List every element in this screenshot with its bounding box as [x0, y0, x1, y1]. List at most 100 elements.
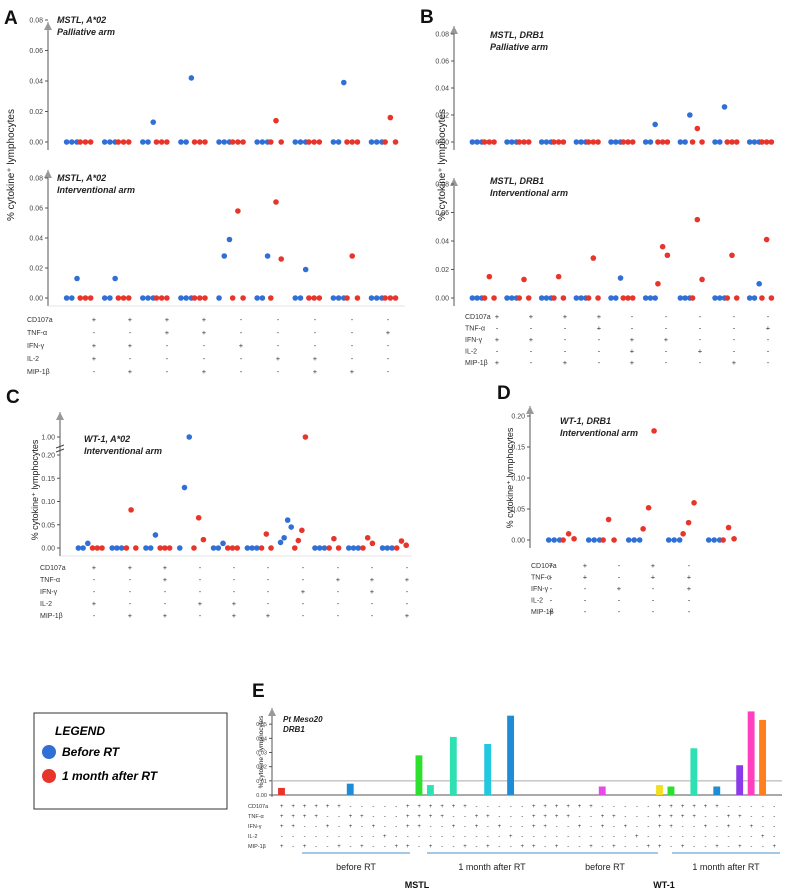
- marker-row-label: MIP-1β: [40, 613, 63, 620]
- dot-before-rt: [368, 295, 375, 301]
- marker-sign: -: [464, 834, 466, 840]
- marker-sign: -: [395, 814, 397, 820]
- dot-before-rt: [176, 545, 183, 551]
- marker-sign: +: [532, 804, 536, 810]
- dot-after-rt: [94, 545, 101, 551]
- marker-sign: -: [361, 834, 363, 840]
- y-axis-arrow: [44, 170, 52, 178]
- bar: [656, 785, 663, 795]
- marker-sign: +: [165, 328, 170, 337]
- marker-sign: -: [327, 814, 329, 820]
- dot-after-rt: [491, 295, 497, 301]
- marker-sign: -: [564, 347, 567, 356]
- marker-sign: -: [773, 814, 775, 820]
- marker-sign: -: [636, 844, 638, 850]
- dot-after-rt: [331, 535, 337, 542]
- marker-sign: +: [658, 814, 662, 820]
- dot-before-rt: [578, 295, 584, 301]
- dot-before-rt: [538, 139, 545, 145]
- dot-before-rt: [608, 295, 614, 301]
- dot-after-rt: [600, 537, 606, 543]
- marker-sign: +: [555, 844, 559, 850]
- marker-row-label: IL-2: [531, 598, 543, 605]
- dot-before-rt: [249, 545, 255, 551]
- marker-sign: -: [624, 834, 626, 840]
- marker-sign: -: [767, 347, 770, 356]
- marker-sign: -: [487, 824, 489, 830]
- bar: [415, 755, 423, 795]
- marker-sign: +: [303, 804, 307, 810]
- marker-sign: -: [203, 341, 206, 350]
- marker-sign: -: [371, 599, 374, 608]
- marker-sign: -: [544, 844, 546, 850]
- dot-after-rt: [481, 295, 488, 301]
- marker-sign: +: [692, 804, 696, 810]
- marker-sign: -: [665, 347, 668, 356]
- dot-before-rt: [712, 295, 718, 301]
- marker-row-label: TNF-α: [40, 577, 60, 584]
- marker-sign: -: [699, 324, 702, 333]
- marker-sign: -: [510, 804, 512, 810]
- marker-row-label: MIP-1β: [465, 360, 488, 367]
- dot-before-rt: [551, 537, 557, 543]
- marker-sign: -: [302, 563, 305, 572]
- marker-sign: +: [664, 335, 669, 344]
- dot-before-rt: [389, 545, 395, 551]
- marker-sign: +: [326, 824, 330, 830]
- marker-sign: -: [652, 607, 655, 616]
- dot-after-rt: [153, 139, 160, 145]
- dot-after-rt: [344, 139, 350, 145]
- marker-sign: +: [589, 804, 593, 810]
- dot-before-rt: [292, 139, 299, 145]
- marker-sign: -: [302, 611, 305, 620]
- marker-sign: -: [773, 824, 775, 830]
- dot-after-rt: [326, 545, 332, 551]
- dot-before-rt: [608, 139, 614, 145]
- marker-sign: +: [647, 844, 651, 850]
- marker-sign: -: [240, 367, 243, 376]
- marker-sign: +: [314, 804, 318, 810]
- marker-sign: -: [292, 834, 294, 840]
- dot-after-rt: [571, 535, 577, 542]
- marker-sign: +: [429, 804, 433, 810]
- marker-sign: +: [589, 844, 593, 850]
- dot-after-rt: [123, 545, 130, 551]
- dot-before-rt: [330, 139, 337, 145]
- marker-sign: -: [688, 561, 691, 570]
- panel-title: MSTL, A*02: [57, 173, 106, 183]
- marker-sign: -: [498, 844, 500, 850]
- dot-after-rt: [392, 295, 399, 301]
- marker-sign: -: [767, 335, 770, 344]
- dot-before-rt: [469, 139, 476, 145]
- dot-after-rt: [157, 545, 163, 551]
- marker-sign: -: [579, 814, 581, 820]
- dot-after-rt: [398, 538, 405, 544]
- marker-sign: +: [549, 561, 554, 570]
- marker-sign: +: [715, 804, 719, 810]
- marker-sign: +: [727, 824, 731, 830]
- marker-sign: -: [315, 834, 317, 840]
- marker-sign: -: [601, 844, 603, 850]
- marker-sign: +: [337, 804, 341, 810]
- marker-sign: +: [232, 611, 237, 620]
- dot-before-rt: [178, 139, 184, 145]
- marker-sign: -: [564, 335, 567, 344]
- marker-sign: -: [384, 804, 386, 810]
- marker-sign: -: [762, 824, 764, 830]
- y-tick-label: 0.05: [256, 722, 267, 728]
- marker-sign: -: [521, 814, 523, 820]
- marker-sign: -: [203, 354, 206, 363]
- dot-after-rt: [268, 545, 274, 551]
- dot-after-rt: [620, 139, 627, 145]
- marker-sign: +: [370, 575, 375, 584]
- marker-sign: +: [360, 844, 364, 850]
- marker-sign: -: [550, 596, 553, 605]
- marker-sign: -: [371, 563, 374, 572]
- dot-before-rt: [254, 295, 260, 301]
- marker-sign: -: [384, 824, 386, 830]
- dot-after-rt: [620, 295, 627, 301]
- marker-sign: -: [624, 804, 626, 810]
- dot-before-rt: [712, 139, 718, 145]
- dot-after-rt: [729, 139, 735, 145]
- panel-subtitle: Interventional arm: [490, 188, 568, 198]
